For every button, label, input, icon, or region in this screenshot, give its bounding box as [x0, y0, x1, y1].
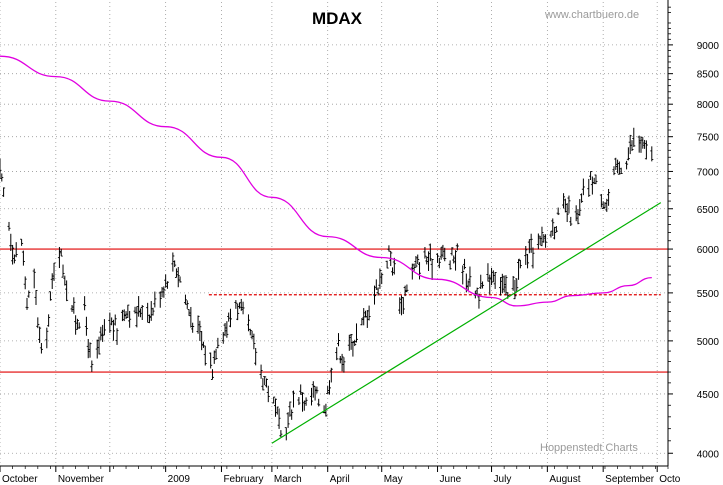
- y-tick-label: 8000: [697, 100, 720, 111]
- y-tick-label: 4500: [697, 390, 720, 401]
- y-tick-label: 7500: [697, 133, 720, 144]
- x-tick-label: Octo: [659, 474, 681, 485]
- chart-title: MDAX: [312, 9, 363, 28]
- y-tick-label: 5500: [697, 289, 720, 300]
- x-tick-label: June: [440, 474, 462, 485]
- y-tick-label: 9000: [697, 41, 720, 52]
- x-tick-label: July: [494, 474, 512, 485]
- moving-average: [0, 55, 652, 307]
- x-tick-label: February: [223, 474, 263, 485]
- x-tick-label: November: [58, 474, 105, 485]
- y-tick-label: 6000: [697, 245, 720, 256]
- x-tick-label: August: [549, 474, 580, 485]
- x-tick-label: March: [274, 474, 302, 485]
- x-tick-label: April: [330, 474, 350, 485]
- price-bars: [0, 127, 654, 441]
- x-tick-label: 2009: [168, 474, 191, 485]
- x-tick-label: September: [605, 474, 655, 485]
- y-axis: 4000 4500 5000 5500 6000 6500 7000 7500 8000 8500…: [668, 6, 720, 460]
- moving-average-line: [0, 55, 652, 307]
- x-tick-label: May: [384, 474, 403, 485]
- x-tick-label: October: [2, 474, 38, 485]
- x-axis: October November 2009 February March April May…: [0, 466, 681, 485]
- watermark-bottom: Hoppenstedt Charts: [540, 442, 638, 454]
- y-tick-label: 6500: [697, 205, 720, 216]
- y-tick-label: 8500: [697, 70, 720, 81]
- y-tick-label: 5000: [697, 337, 720, 348]
- grid-lines: [0, 2, 668, 466]
- uptrend-line: [271, 202, 662, 444]
- watermark-top: www.chartbuero.de: [544, 9, 639, 21]
- y-tick-label: 4000: [697, 449, 720, 460]
- plot-frame: [0, 0, 669, 467]
- trendline: [271, 202, 662, 444]
- y-tick-label: 7000: [697, 167, 720, 178]
